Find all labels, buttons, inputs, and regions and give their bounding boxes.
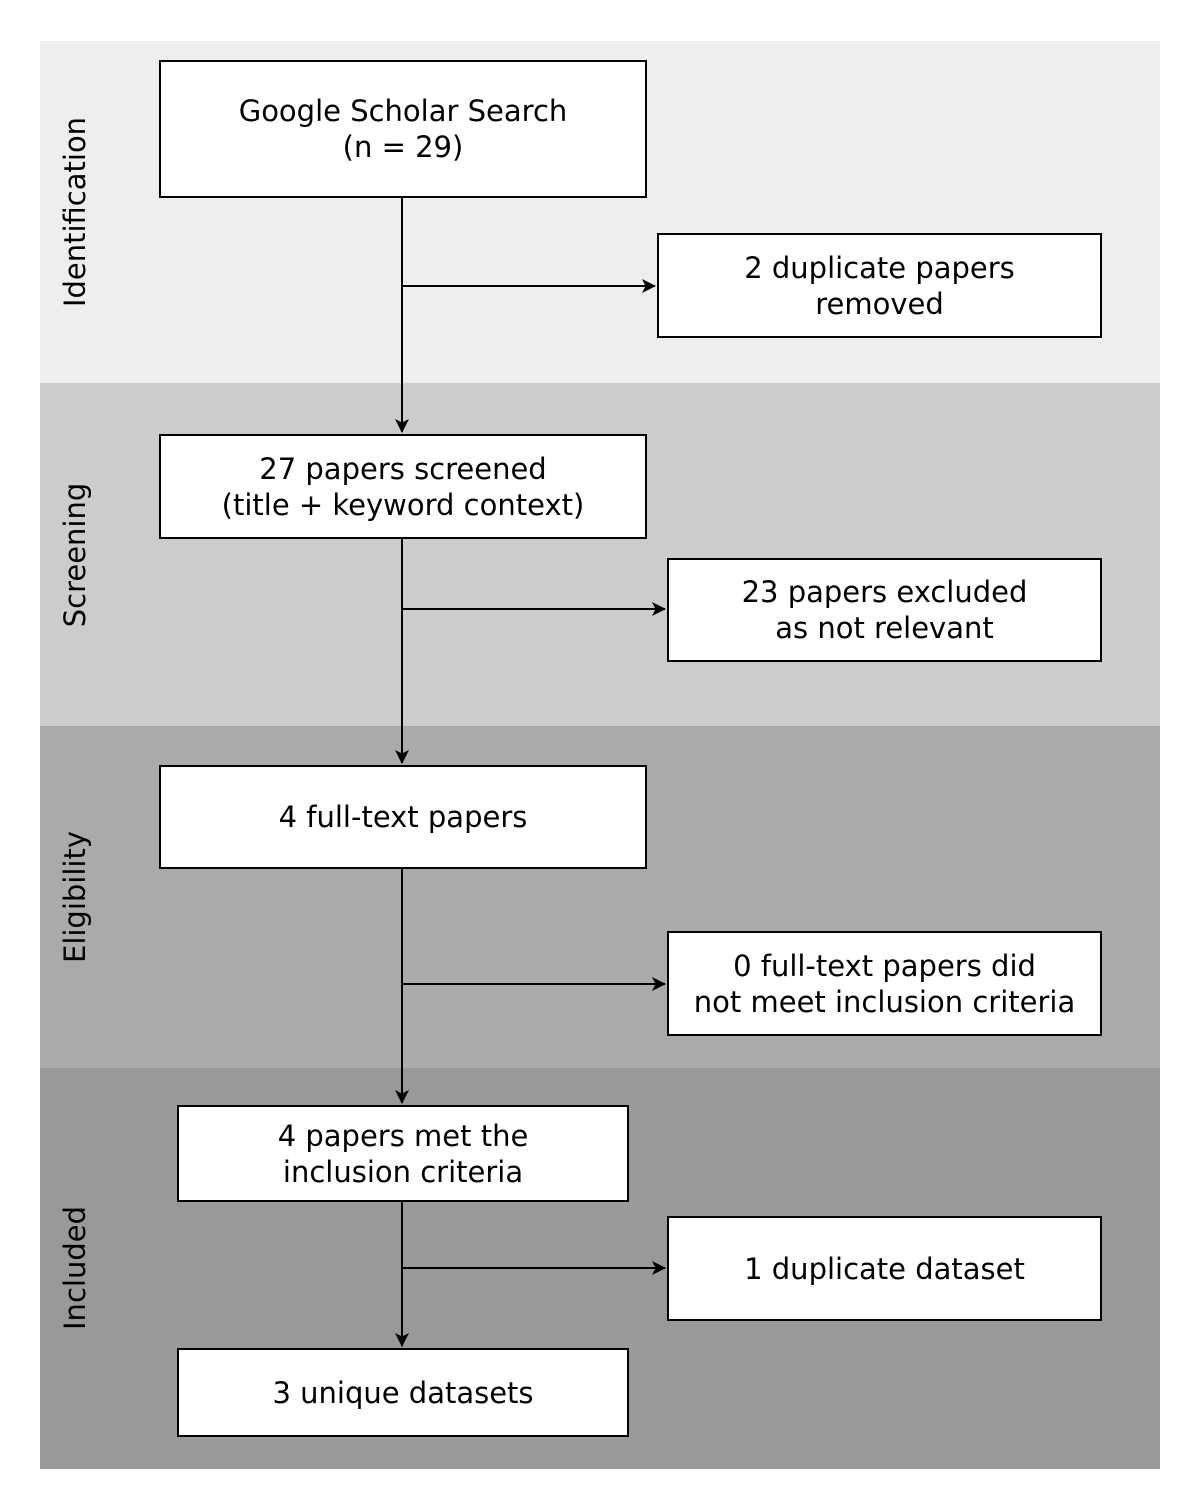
box-text-line1: Google Scholar Search bbox=[238, 94, 568, 128]
box-text-line2: not meet inclusion criteria bbox=[693, 984, 1076, 1019]
box-text-line1: 23 papers excluded bbox=[741, 575, 1028, 609]
box-text-line1: 4 papers met the bbox=[277, 1118, 529, 1153]
box-text-line2: removed bbox=[815, 286, 944, 321]
box-text-line1: 1 duplicate dataset bbox=[744, 1251, 1025, 1286]
box-not-meeting-criteria: 0 full-text papers did not meet inclusion… bbox=[667, 931, 1102, 1036]
box-text-line1: 3 unique datasets bbox=[272, 1375, 534, 1410]
box-duplicate-dataset: 1 duplicate dataset bbox=[667, 1216, 1102, 1321]
box-met-criteria: 4 papers met the inclusion criteria bbox=[177, 1105, 629, 1202]
box-text-line2: inclusion criteria bbox=[282, 1154, 524, 1189]
box-duplicates-removed: 2 duplicate papers removed bbox=[657, 233, 1102, 338]
box-text-line1: 0 full-text papers did bbox=[733, 948, 1036, 983]
box-text-line1: 27 papers screened bbox=[259, 451, 547, 486]
box-text-line2: (n = 29) bbox=[342, 130, 464, 164]
box-text-line1: 2 duplicate papers bbox=[744, 250, 1015, 285]
box-google-scholar-search: Google Scholar Search (n = 29) bbox=[159, 60, 647, 198]
box-papers-screened: 27 papers screened (title + keyword conte… bbox=[159, 434, 647, 539]
box-text-line2: (title + keyword context) bbox=[221, 487, 585, 522]
box-text-line2: as not relevant bbox=[775, 611, 994, 645]
box-full-text-papers: 4 full-text papers bbox=[159, 765, 647, 869]
box-papers-excluded: 23 papers excluded as not relevant bbox=[667, 558, 1102, 662]
box-unique-datasets: 3 unique datasets bbox=[177, 1348, 629, 1437]
box-text-line1: 4 full-text papers bbox=[278, 800, 528, 834]
